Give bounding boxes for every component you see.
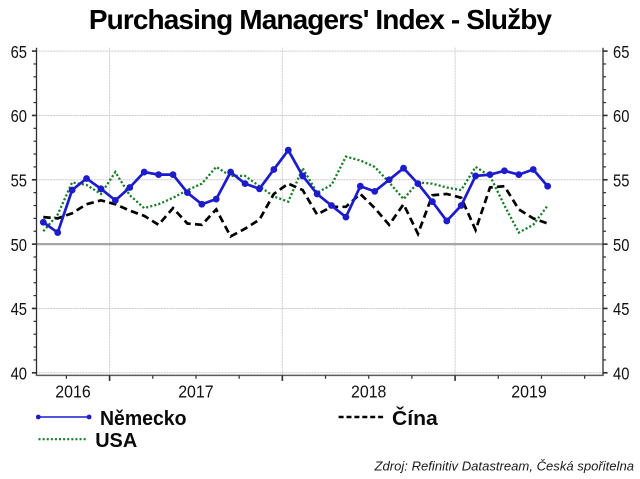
svg-text:55: 55 (11, 171, 27, 191)
svg-text:2017: 2017 (178, 382, 213, 402)
svg-text:60: 60 (613, 106, 630, 126)
svg-text:65: 65 (11, 42, 27, 62)
svg-text:2016: 2016 (55, 382, 90, 402)
svg-text:2019: 2019 (511, 382, 546, 402)
svg-text:45: 45 (11, 299, 27, 319)
svg-text:40: 40 (613, 364, 630, 384)
svg-text:50: 50 (613, 235, 630, 255)
svg-text:55: 55 (613, 171, 629, 191)
svg-text:2018: 2018 (351, 382, 386, 402)
svg-text:60: 60 (11, 106, 28, 126)
svg-text:65: 65 (613, 42, 629, 62)
svg-text:USA: USA (95, 430, 137, 452)
svg-text:45: 45 (613, 299, 629, 319)
svg-text:Německo: Německo (100, 408, 187, 430)
svg-text:Čína: Čína (392, 406, 439, 430)
svg-text:Zdroj: Refinitiv Datastream, Č: Zdroj: Refinitiv Datastream, Česká spoři… (374, 459, 634, 474)
svg-text:40: 40 (11, 364, 28, 384)
svg-text:50: 50 (11, 235, 28, 255)
